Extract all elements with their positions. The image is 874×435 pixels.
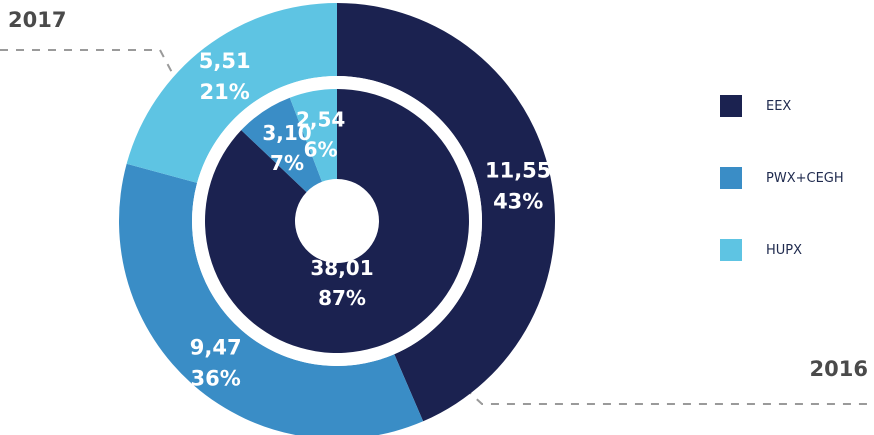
percent-label-2016-pwx-cegh: 7% [270,151,304,175]
legend-label-hupx: HUPX [766,242,803,258]
slice-2017-hupx [126,3,337,183]
year-label-2017: 2017 [8,8,67,32]
legend-swatch-hupx [720,239,742,261]
slice-2016-hupx [289,89,337,182]
value-label-2017-eex: 11,55 [485,159,551,183]
legend-label-eex: EEX [766,98,792,114]
legend-label-pwx-cegh: PWX+CEGH [766,170,844,186]
legend-swatch-pwx-cegh [720,167,742,189]
value-label-2017-pwx-cegh: 9,47 [190,336,242,360]
value-label-2016-pwx-cegh: 3,10 [262,121,311,145]
slice-2016-eex [205,89,470,353]
legend-swatch-eex [720,95,742,117]
percent-label-2016-hupx: 6% [304,137,338,161]
slice-2017-eex [337,3,555,422]
slice-2017-pwx-cegh [119,163,424,435]
value-label-2017-hupx: 5,51 [199,49,251,73]
percent-label-2017-pwx-cegh: 36% [191,367,241,391]
inner-ring-2016 [205,89,470,353]
percent-label-2017-hupx: 21% [200,80,250,104]
leader-line-2016 [417,344,874,405]
percent-label-2016-eex: 87% [318,286,366,310]
year-leader-lines [0,49,874,405]
value-label-2016-hupx: 2,54 [296,107,345,131]
percent-label-2017-eex: 43% [493,190,543,214]
slice-2016-pwx-cegh [241,97,322,193]
leader-line-2017 [0,49,177,81]
legend: EEX PWX+CEGH HUPX [720,92,844,308]
legend-item-pwx-cegh: PWX+CEGH [720,164,844,192]
legend-item-hupx: HUPX [720,236,844,264]
value-label-2016-eex: 38,01 [310,256,373,280]
outer-ring-2017 [119,3,555,435]
year-label-2016: 2016 [809,357,868,381]
legend-item-eex: EEX [720,92,844,120]
slice-labels: 11,55 43% 9,47 36% 5,51 21% 38,01 87% 3,10 7% 2,54… [190,49,552,391]
